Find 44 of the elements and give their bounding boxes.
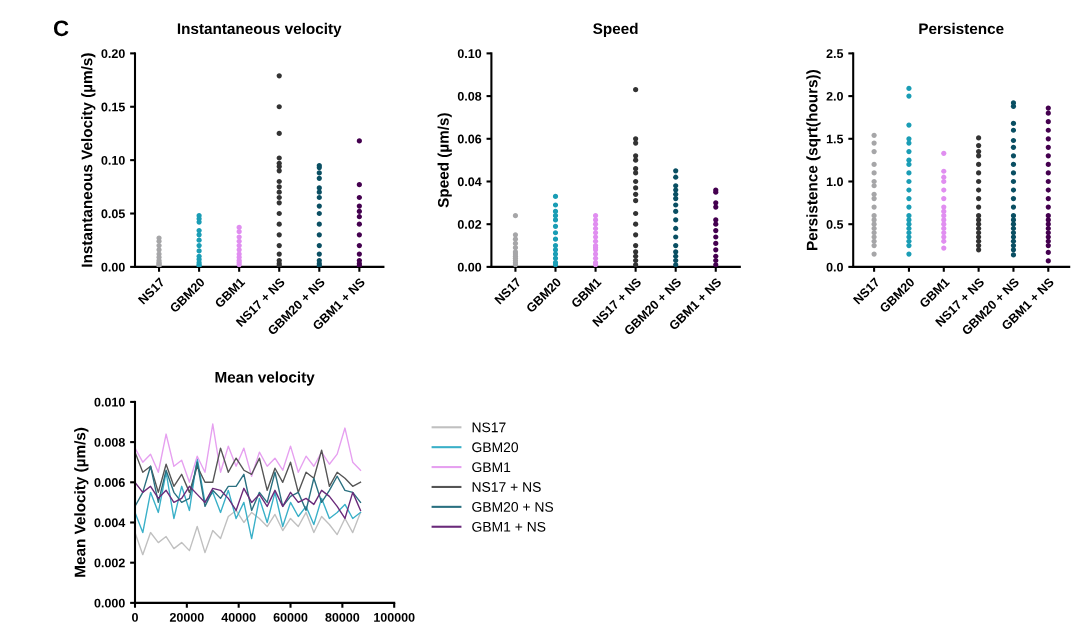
y-axis-title: Instantaneous Velocity (µm/s)	[81, 53, 96, 267]
y-tick-label: 1.0	[826, 177, 843, 187]
x-tick-label: 80000	[325, 612, 360, 622]
legend-label: NS17 + NS	[472, 482, 541, 492]
x-tick-label: 40000	[221, 612, 256, 622]
y-tick-label: 0.004	[94, 518, 126, 528]
y-tick-label: 0.04	[457, 177, 482, 187]
y-tick-label: 0.00	[457, 262, 482, 272]
x-tick-label: 60000	[273, 612, 308, 622]
y-tick-label: 0.02	[457, 220, 482, 229]
x-tick-label: 0	[132, 612, 138, 622]
x-tick-label: 100000	[374, 612, 415, 622]
y-axis-title: Persistence (sqrt(hours))	[806, 70, 821, 250]
chart-title: Persistence	[919, 22, 1004, 35]
y-tick-label: 0.008	[94, 437, 125, 447]
y-tick-label: 0.00	[101, 262, 125, 272]
y-tick-label: 0.10	[101, 155, 125, 165]
chart-title: Speed	[593, 22, 638, 38]
legend-label: GBM20 + NS	[472, 502, 554, 512]
y-tick-label: 2.5	[826, 49, 844, 59]
y-axis-title: Mean Velocity (µm/s)	[74, 427, 89, 577]
y-tick-label: 0.0	[826, 262, 843, 272]
y-axis-title: Speed (µm/s)	[437, 113, 452, 208]
legend-label: GBM1	[472, 462, 511, 473]
chart-title: Mean velocity	[215, 371, 315, 386]
y-tick-label: 2.0	[826, 91, 843, 101]
y-tick-label: 0.20	[101, 49, 125, 59]
legend-label: GBM20	[472, 442, 519, 453]
legend-label: GBM1 + NS	[472, 521, 546, 532]
y-tick-label: 0.06	[457, 134, 482, 144]
y-tick-label: 0.08	[457, 91, 482, 101]
chart-title: Instantaneous velocity	[177, 22, 342, 38]
legend-label: NS17	[472, 422, 506, 433]
y-tick-label: 0.010	[94, 397, 125, 407]
x-tick-label: 20000	[169, 612, 204, 622]
y-tick-label: 0.05	[101, 209, 125, 219]
text: C	[53, 20, 69, 37]
y-tick-label: 1.5	[826, 134, 844, 144]
y-tick-label: 0.5	[826, 220, 844, 229]
y-tick-label: 0.15	[101, 102, 125, 112]
y-tick-label: 0.000	[94, 598, 125, 608]
y-tick-label: 0.006	[94, 478, 125, 487]
y-tick-label: 0.10	[457, 49, 482, 59]
y-tick-label: 0.002	[94, 558, 125, 568]
